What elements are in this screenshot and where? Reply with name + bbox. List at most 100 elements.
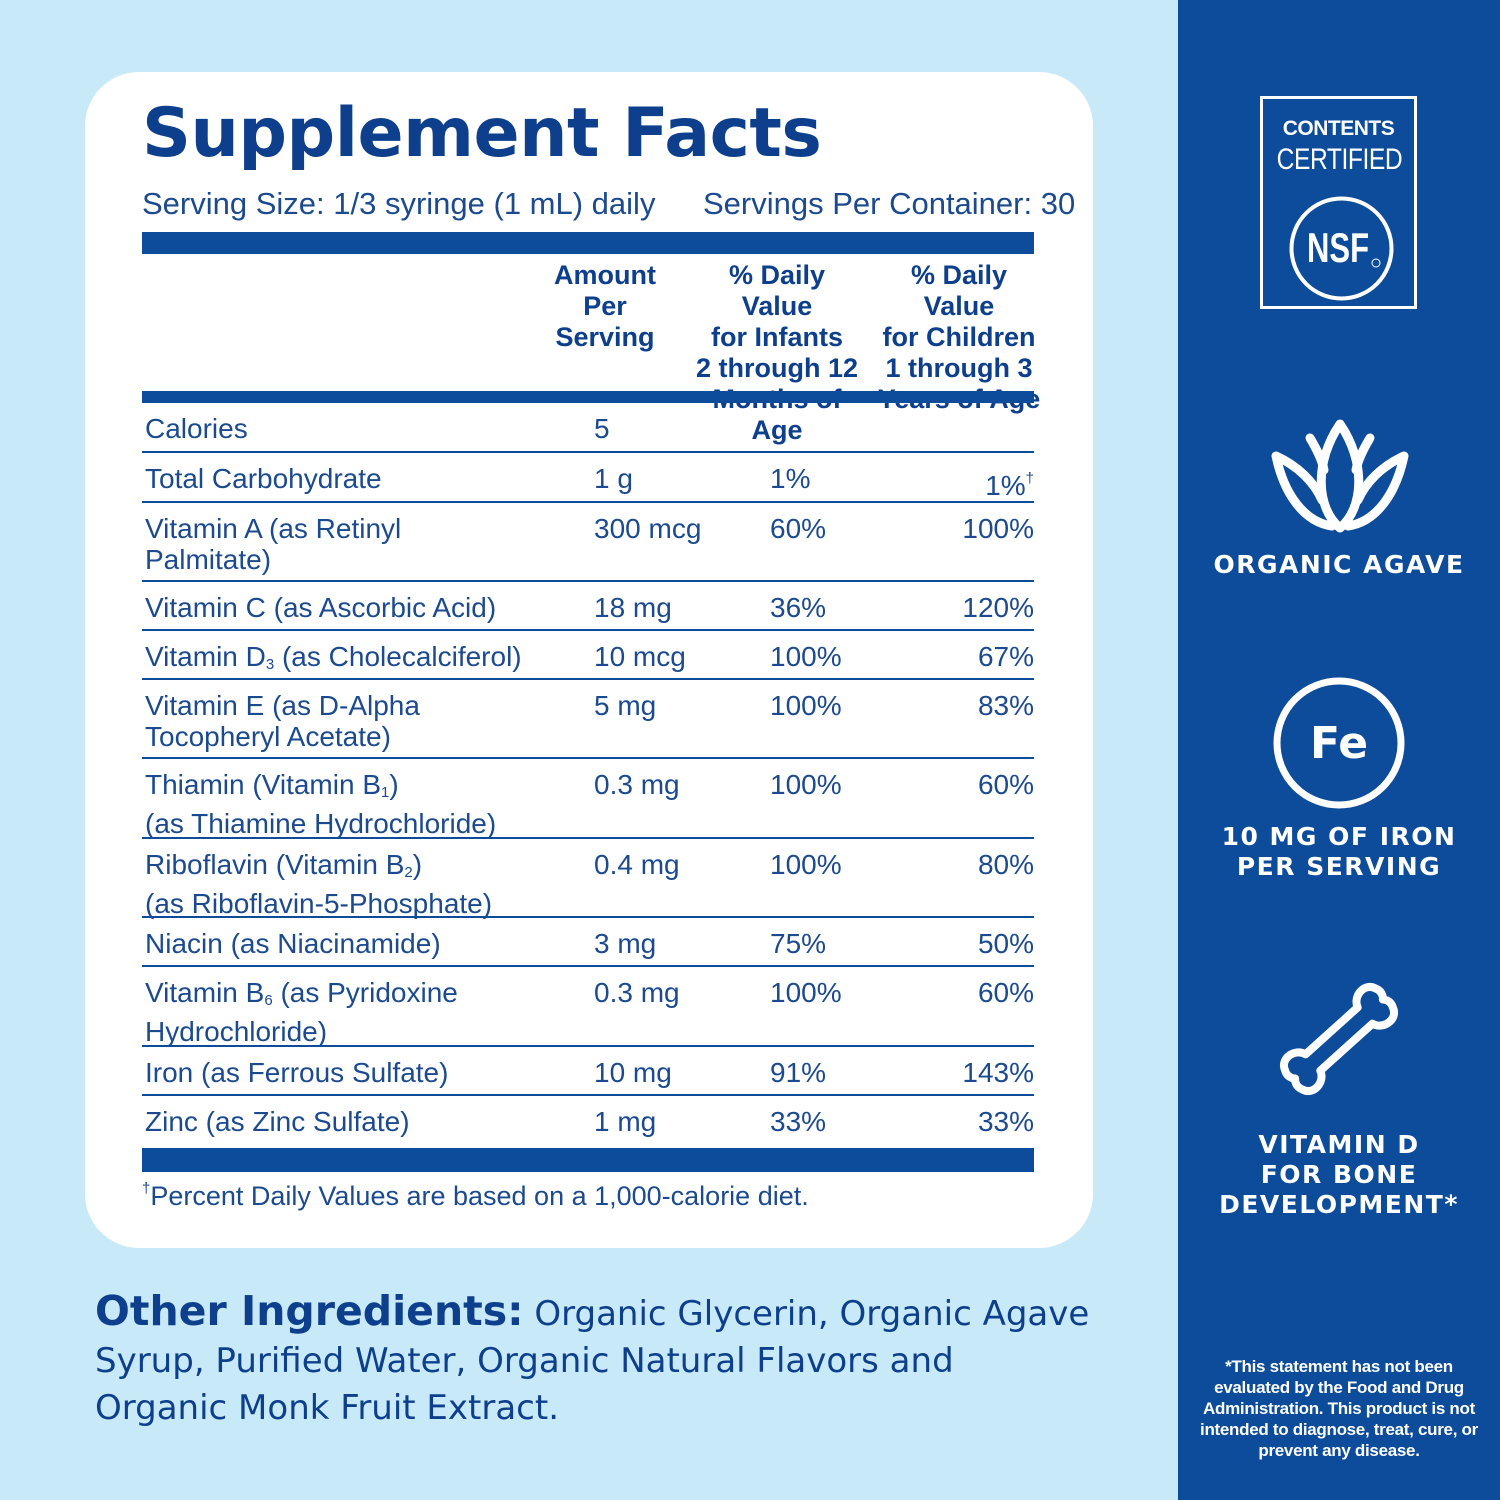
nutrient-amount: 3 mg bbox=[594, 928, 657, 959]
nutrient-name: Vitamin A (as Retinyl Palmitate) bbox=[145, 513, 402, 575]
nutrient-name: Vitamin E (as D-Alpha Tocopheryl Acetate… bbox=[145, 690, 420, 752]
child-daily-value: 100% bbox=[962, 513, 1034, 544]
dagger-mark: † bbox=[142, 1180, 151, 1197]
row-divider bbox=[142, 916, 1034, 918]
nutrient-name-line1: Vitamin B6 (as Pyridoxine bbox=[145, 977, 565, 1016]
nutrient-name-line2: (as Thiamine Hydrochloride) bbox=[145, 808, 497, 839]
child-daily-value: 33% bbox=[977, 1106, 1034, 1137]
child-daily-value: 60% bbox=[977, 977, 1034, 1008]
infant-daily-value: 1% bbox=[770, 463, 811, 494]
child-daily-value: 143% bbox=[962, 1057, 1034, 1088]
infant-daily-value: 33% bbox=[770, 1106, 827, 1137]
header-line: Amount bbox=[554, 260, 656, 290]
table-row: Riboflavin (Vitamin B2) (as Riboflavin-5… bbox=[142, 839, 1034, 919]
nutrient-amount: 10 mg bbox=[594, 1057, 672, 1088]
row-divider bbox=[142, 757, 1034, 759]
table-row: Vitamin A (as Retinyl Palmitate) 300 mcg… bbox=[142, 503, 1034, 582]
nutrient-name: Iron (as Ferrous Sulfate) bbox=[145, 1057, 449, 1088]
bone-icon bbox=[1279, 983, 1399, 1095]
footnote-text: Percent Daily Values are based on a 1,00… bbox=[150, 1181, 809, 1211]
child-daily-value: 80% bbox=[977, 849, 1034, 880]
table-row: Total Carbohydrate 1 g 1% 1%† bbox=[142, 453, 1034, 503]
nutrient-name: Vitamin B6 (as Pyridoxine Hydrochloride) bbox=[145, 977, 565, 1047]
amount-per-serving-header: Amount Per Serving bbox=[530, 260, 680, 353]
infant-daily-value: 60% bbox=[770, 513, 827, 544]
serving-size: Serving Size: 1/3 syringe (1 mL) daily bbox=[142, 186, 656, 221]
nsf-contents-label: CONTENTS bbox=[1282, 117, 1395, 140]
child-daily-value: 50% bbox=[977, 928, 1034, 959]
nutrient-amount: 18 mg bbox=[594, 592, 672, 623]
nutrient-name: Vitamin D3 (as Cholecalciferol) bbox=[145, 641, 565, 680]
row-divider bbox=[142, 501, 1034, 503]
nutrient-name: Thiamin (Vitamin B1) (as Thiamine Hydroc… bbox=[145, 769, 565, 839]
organic-agave-label: ORGANIC AGAVE bbox=[1213, 550, 1465, 579]
daily-value-footnote: †Percent Daily Values are based on a 1,0… bbox=[142, 1180, 809, 1212]
nsf-logo-text: NSF bbox=[1307, 224, 1369, 271]
header-line: % Daily Value bbox=[728, 260, 826, 321]
benefits-panel: CONTENTS CERTIFIED NSF ORGANIC AGAVE Fe … bbox=[1178, 0, 1500, 1500]
header-thick-divider bbox=[142, 391, 1034, 403]
nutrient-name: Zinc (as Zinc Sulfate) bbox=[145, 1106, 410, 1137]
fda-disclaimer: *This statement has not been evaluated b… bbox=[1200, 1357, 1478, 1460]
supplement-facts-card bbox=[85, 72, 1093, 1248]
table-row: Niacin (as Niacinamide) 3 mg 75% 50% bbox=[142, 918, 1034, 967]
nsf-certified-label: CERTIFIED bbox=[1276, 143, 1403, 176]
subscript: 2 bbox=[404, 864, 413, 881]
other-ingredients-label: Other Ingredients: bbox=[95, 1287, 524, 1335]
nutrient-name-line2: Hydrochloride) bbox=[145, 1016, 328, 1047]
supplement-facts-title: Supplement Facts bbox=[142, 94, 822, 173]
nutrient-amount: 5 bbox=[594, 413, 610, 444]
header-line: % Daily Value bbox=[910, 260, 1008, 321]
nutrient-name: Niacin (as Niacinamide) bbox=[145, 928, 441, 959]
servings-per-container: Servings Per Container: 30 bbox=[703, 186, 1076, 221]
iron-benefit-label: 10 MG OF IRON PER SERVING bbox=[1178, 822, 1500, 882]
header-line: 2 through 12 bbox=[695, 353, 858, 383]
row-divider bbox=[142, 629, 1034, 631]
nutrient-amount: 0.4 mg bbox=[594, 849, 680, 880]
row-divider bbox=[142, 580, 1034, 582]
other-ingredients-text: Organic Glycerin, Organic Agave Syrup, P… bbox=[95, 1294, 1090, 1428]
header-line: 1 through 3 bbox=[885, 353, 1033, 383]
table-row: Thiamin (Vitamin B1) (as Thiamine Hydroc… bbox=[142, 759, 1034, 839]
infants-daily-value-header: % Daily Value for Infants 2 through 12 M… bbox=[690, 260, 864, 446]
top-thick-divider bbox=[142, 232, 1034, 254]
nutrient-name-part: ) bbox=[389, 769, 399, 800]
infant-daily-value: 91% bbox=[770, 1057, 827, 1088]
nutrient-amount: 0.3 mg bbox=[594, 769, 680, 800]
vitamin-d-line3: DEVELOPMENT* bbox=[1219, 1190, 1459, 1219]
nutrient-amount: 5 mg bbox=[594, 690, 657, 721]
nutrient-name-line1: Riboflavin (Vitamin B2) bbox=[145, 849, 565, 888]
iron-fe-icon: Fe bbox=[1273, 677, 1405, 809]
table-row: Vitamin C (as Ascorbic Acid) 18 mg 36% 1… bbox=[142, 582, 1034, 631]
nutrient-name-part: Riboflavin (Vitamin B bbox=[145, 849, 405, 880]
infant-daily-value: 100% bbox=[770, 977, 842, 1008]
row-divider bbox=[142, 1045, 1034, 1047]
table-row: Vitamin D3 (as Cholecalciferol) 10 mcg 1… bbox=[142, 631, 1034, 680]
nutrient-name-part: (as Cholecalciferol) bbox=[274, 641, 522, 672]
infant-daily-value: 100% bbox=[770, 690, 842, 721]
row-divider bbox=[142, 451, 1034, 453]
table-row: Calories 5 bbox=[142, 403, 1034, 453]
agave-leaf-icon bbox=[1271, 419, 1409, 533]
nutrient-name-part: (as Pyridoxine bbox=[272, 977, 458, 1008]
table-row: Vitamin B6 (as Pyridoxine Hydrochloride)… bbox=[142, 967, 1034, 1047]
infant-daily-value: 100% bbox=[770, 769, 842, 800]
nutrient-name-part: Thiamin (Vitamin B bbox=[145, 769, 382, 800]
iron-symbol: Fe bbox=[1310, 718, 1368, 769]
row-divider bbox=[142, 1094, 1034, 1096]
vitamin-d-line1: VITAMIN D bbox=[1258, 1130, 1420, 1159]
row-divider bbox=[142, 837, 1034, 839]
row-divider bbox=[142, 678, 1034, 680]
nutrient-name: Vitamin C (as Ascorbic Acid) bbox=[145, 592, 497, 623]
nutrient-name-line2: (as Riboflavin-5-Phosphate) bbox=[145, 888, 493, 919]
child-daily-value: 67% bbox=[977, 641, 1034, 672]
nsf-logo-icon: NSF bbox=[1289, 196, 1394, 301]
table-row: Zinc (as Zinc Sulfate) 1 mg 33% 33% bbox=[142, 1096, 1034, 1148]
child-daily-value: 120% bbox=[962, 592, 1034, 623]
infant-daily-value: 36% bbox=[770, 592, 827, 623]
nsf-certification-badge: CONTENTS CERTIFIED NSF bbox=[1260, 96, 1417, 309]
other-ingredients: Other Ingredients: Organic Glycerin, Org… bbox=[95, 1288, 1095, 1432]
header-line: for Infants bbox=[711, 322, 843, 352]
row-divider bbox=[142, 965, 1034, 967]
iron-label-line2: PER SERVING bbox=[1236, 852, 1442, 881]
